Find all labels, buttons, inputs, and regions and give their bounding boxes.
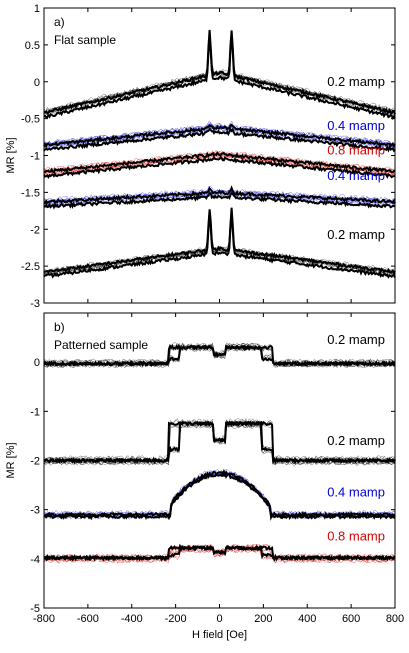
x-tick-label: -200 (165, 613, 187, 625)
curve-label-2: 0.8 mamp (327, 142, 385, 157)
x-tick-label: -600 (77, 613, 99, 625)
trace-1-6 (43, 423, 396, 466)
x-tick-label: 400 (298, 613, 316, 625)
curve-group-1 (43, 418, 396, 466)
x-tick-label: -800 (33, 613, 55, 625)
y-tick-label: -3 (30, 298, 40, 310)
curve-group-0 (43, 342, 396, 369)
y-tick-label: 0.5 (25, 40, 40, 52)
mean-curve-0-1 (43, 343, 396, 368)
mean-curve-3-1 (43, 191, 396, 210)
x-tick-label: -400 (121, 613, 143, 625)
mean-curve-2-1 (43, 471, 396, 521)
mean-curve-4-0 (43, 207, 396, 276)
mean-curve-4-1 (43, 213, 396, 279)
curve-label-2: 0.4 mamp (327, 484, 385, 499)
y-tick-label: 1 (34, 3, 40, 15)
mean-curve-3-1 (43, 544, 396, 562)
curve-label-4: 0.2 mamp (327, 227, 385, 242)
y-tick-label: -2 (30, 224, 40, 236)
mean-curve-3-0 (43, 185, 396, 205)
y-tick-label: -4 (30, 554, 40, 566)
panel-a-flat-sample: 0.2 mamp 0.4 mamp 0.8 mamp 0.4 mamp 0.2 mamp… (5, 3, 396, 310)
mean-curve-1-1 (43, 420, 396, 465)
mean-curve-2-0 (43, 150, 396, 174)
mean-curve-0-1 (43, 34, 396, 120)
x-tick-label: 0 (216, 613, 222, 625)
y-tick-label: -2 (30, 456, 40, 468)
curve-label-0: 0.2 mamp (327, 332, 385, 347)
sample-label: Flat sample (54, 33, 116, 47)
y-tick-label: -1 (30, 406, 40, 418)
y-axis-label: MR [%] (5, 137, 17, 173)
x-axis-label: H field [Oe] (192, 629, 247, 641)
y-tick-label: 0 (34, 77, 40, 89)
panel-b-patterned-sample: 0.2 mamp 0.2 mamp 0.4 mamp 0.8 mamp 0 -1 -2 -3 -… (5, 312, 404, 641)
y-axis-label: MR [%] (5, 442, 17, 478)
panel-label: a) (54, 15, 65, 29)
curve-label-1: 0.4 mamp (327, 118, 385, 133)
y-tick-label: -0.5 (21, 114, 40, 126)
curve-label-3: 0.8 mamp (327, 529, 385, 544)
y-tick-label: -2.5 (21, 261, 40, 273)
curve-group-4 (43, 207, 396, 279)
mean-curve-1-1 (43, 127, 396, 153)
x-tick-label: 200 (254, 613, 272, 625)
curve-label-3: 0.4 mamp (327, 168, 385, 183)
curve-group-3 (43, 543, 396, 564)
mean-curve-0-0 (43, 29, 396, 115)
trace-3-9 (43, 548, 396, 564)
curve-group-1 (43, 120, 396, 153)
y-tick-label: -5 (30, 603, 40, 615)
sample-label: Patterned sample (54, 338, 148, 352)
y-tick-label: -3 (30, 505, 40, 517)
mean-curve-1-0 (43, 123, 396, 149)
x-tick-label: 600 (342, 613, 360, 625)
mean-curve-2-1 (43, 155, 396, 180)
curve-label-1: 0.2 mamp (327, 433, 385, 448)
y-tick-label: -1.5 (21, 187, 40, 199)
y-tick-label: -1 (30, 151, 40, 163)
curve-label-0: 0.2 mamp (327, 74, 385, 89)
curve-group-2 (43, 149, 396, 180)
curve-group-0 (43, 29, 396, 120)
curve-group-2 (43, 468, 396, 521)
curve-group-3 (43, 185, 396, 210)
x-tick-label: 800 (386, 613, 404, 625)
panel-label: b) (54, 320, 65, 334)
trace-1-8 (43, 423, 396, 466)
y-tick-label: 0 (34, 357, 40, 369)
